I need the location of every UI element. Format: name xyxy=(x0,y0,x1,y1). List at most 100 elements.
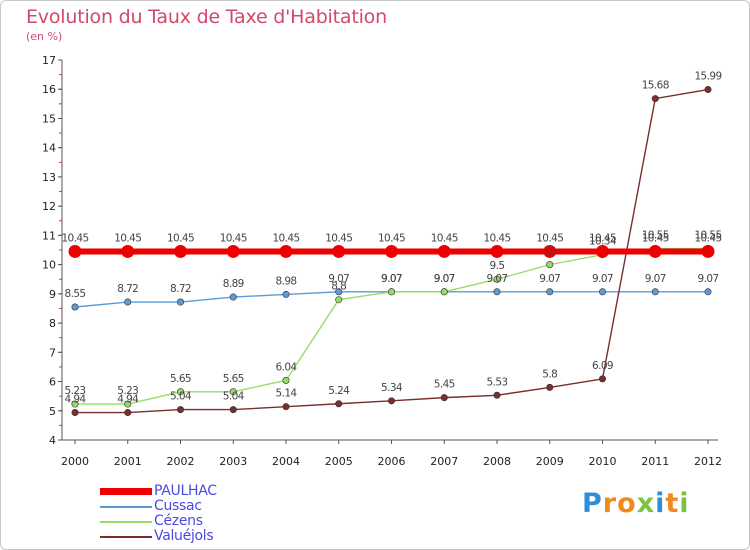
data-label-cussac: 9.07 xyxy=(698,273,719,285)
data-point-paulhac xyxy=(437,244,451,258)
data-label-cussac: 8.72 xyxy=(117,283,138,295)
y-tick-label: 9 xyxy=(49,288,56,301)
data-label-cussac: 9.07 xyxy=(645,273,666,285)
chart-subtitle: (en %) xyxy=(26,30,63,43)
data-label-valuéjols: 4.94 xyxy=(65,394,87,406)
data-point-valuéjols xyxy=(546,383,554,391)
data-point-valuéjols xyxy=(598,375,606,383)
data-point-valuéjols xyxy=(124,409,132,417)
data-point-paulhac xyxy=(279,244,293,258)
data-label-cézens: 9.07 xyxy=(381,273,402,285)
data-point-paulhac xyxy=(226,244,240,258)
data-label-paulhac: 10.45 xyxy=(272,232,299,244)
x-tick-label: 2010 xyxy=(589,455,617,468)
data-label-cussac: 9.07 xyxy=(328,273,349,285)
data-label-cussac: 8.55 xyxy=(65,288,86,300)
data-label-valuéjols: 15.68 xyxy=(642,80,669,92)
data-point-valuéjols xyxy=(387,397,395,405)
x-tick-label: 2004 xyxy=(272,455,300,468)
data-point-cézens xyxy=(71,400,79,408)
logo-letter: o xyxy=(617,488,637,519)
data-point-paulhac xyxy=(121,244,135,258)
data-label-paulhac: 10.45 xyxy=(114,232,141,244)
y-tick-label: 8 xyxy=(49,317,56,330)
data-label-cézens: 5.65 xyxy=(170,373,191,385)
y-tick-label: 10 xyxy=(42,259,56,272)
data-point-cézens xyxy=(493,275,501,283)
logo-letter: i xyxy=(655,488,666,519)
data-label-cézens: 5.23 xyxy=(117,385,138,397)
legend-label: PAULHAC xyxy=(154,483,217,499)
x-tick-label: 2012 xyxy=(694,455,722,468)
y-tick-label: 14 xyxy=(42,142,56,155)
data-point-cussac xyxy=(651,288,659,296)
data-point-cussac xyxy=(546,288,554,296)
data-point-valuéjols xyxy=(282,403,290,411)
data-point-cézens xyxy=(177,388,185,396)
data-label-cézens: 9.07 xyxy=(434,273,455,285)
data-label-paulhac: 10.45 xyxy=(220,232,247,244)
data-label-valuéjols: 5.24 xyxy=(328,385,350,397)
data-point-cussac xyxy=(493,288,501,296)
logo-letter: P xyxy=(582,488,603,519)
y-tick-label: 11 xyxy=(42,229,56,242)
data-label-valuéjols: 6.09 xyxy=(592,360,613,372)
data-label-valuéjols: 4.94 xyxy=(117,394,139,406)
data-label-cussac: 9.07 xyxy=(381,273,402,285)
x-tick-label: 2009 xyxy=(536,455,564,468)
data-point-paulhac xyxy=(596,244,609,258)
data-point-valuéjols xyxy=(335,400,343,408)
data-point-paulhac xyxy=(490,244,504,258)
y-tick-label: 16 xyxy=(42,83,56,96)
data-label-paulhac: 10.45 xyxy=(589,232,616,244)
x-tick-label: 2008 xyxy=(483,455,511,468)
data-label-valuéjols: 15.99 xyxy=(694,71,721,83)
data-point-cézens xyxy=(387,288,395,296)
legend-label: Cézens xyxy=(154,513,203,529)
data-point-valuéjols xyxy=(440,394,448,402)
logo-letter: i xyxy=(679,488,690,519)
data-label-valuéjols: 5.34 xyxy=(381,382,403,394)
data-label-paulhac: 10.45 xyxy=(483,232,510,244)
data-point-cussac xyxy=(177,298,185,306)
x-tick-label: 2003 xyxy=(219,455,247,468)
data-label-cussac: 8.89 xyxy=(223,278,244,290)
proxiti-logo: Proxiti xyxy=(582,488,690,519)
data-point-paulhac xyxy=(332,244,346,258)
data-point-cussac xyxy=(71,303,79,311)
data-point-cussac xyxy=(598,288,606,296)
data-label-valuéjols: 5.04 xyxy=(170,391,192,403)
data-label-cussac: 8.72 xyxy=(170,283,191,295)
y-tick-label: 6 xyxy=(49,376,56,389)
data-label-paulhac: 10.45 xyxy=(536,232,563,244)
chart-title: Evolution du Taux de Taxe d'Habitation xyxy=(26,6,387,28)
data-point-cussac xyxy=(335,288,343,296)
data-point-valuéjols xyxy=(651,95,659,103)
data-point-valuéjols xyxy=(493,391,501,399)
legend-item: Valuéjols xyxy=(100,529,217,544)
x-tick-label: 2002 xyxy=(167,455,195,468)
data-point-valuéjols xyxy=(704,86,712,94)
data-point-cussac xyxy=(704,288,712,296)
data-point-cézens xyxy=(546,261,554,269)
x-tick-label: 2007 xyxy=(430,455,458,468)
data-label-cussac: 9.07 xyxy=(487,273,508,285)
data-label-valuéjols: 5.14 xyxy=(276,388,298,400)
data-label-paulhac: 10.45 xyxy=(694,232,721,244)
axes: 4 5 6 7 8 9 10 11 12 13 14 15 16 17 2000 2001 2002 2003 20… xyxy=(42,54,722,468)
data-label-valuéjols: 5.45 xyxy=(434,379,455,391)
y-tick-label: 15 xyxy=(42,112,56,125)
data-point-paulhac xyxy=(385,244,398,258)
data-label-valuéjols: 5.53 xyxy=(487,376,508,388)
data-label-cussac: 9.07 xyxy=(592,273,613,285)
legend-swatch xyxy=(100,488,152,495)
data-point-paulhac xyxy=(648,244,662,258)
x-tick-label: 2005 xyxy=(325,455,353,468)
data-point-cézens xyxy=(440,288,448,296)
data-label-cussac: 9.07 xyxy=(539,273,560,285)
legend-item: Cussac xyxy=(100,499,217,514)
legend-label: Valuéjols xyxy=(154,528,214,544)
logo-letter: r xyxy=(602,488,618,519)
data-point-paulhac xyxy=(701,244,715,258)
data-label-cézens: 10.55 xyxy=(642,230,669,242)
